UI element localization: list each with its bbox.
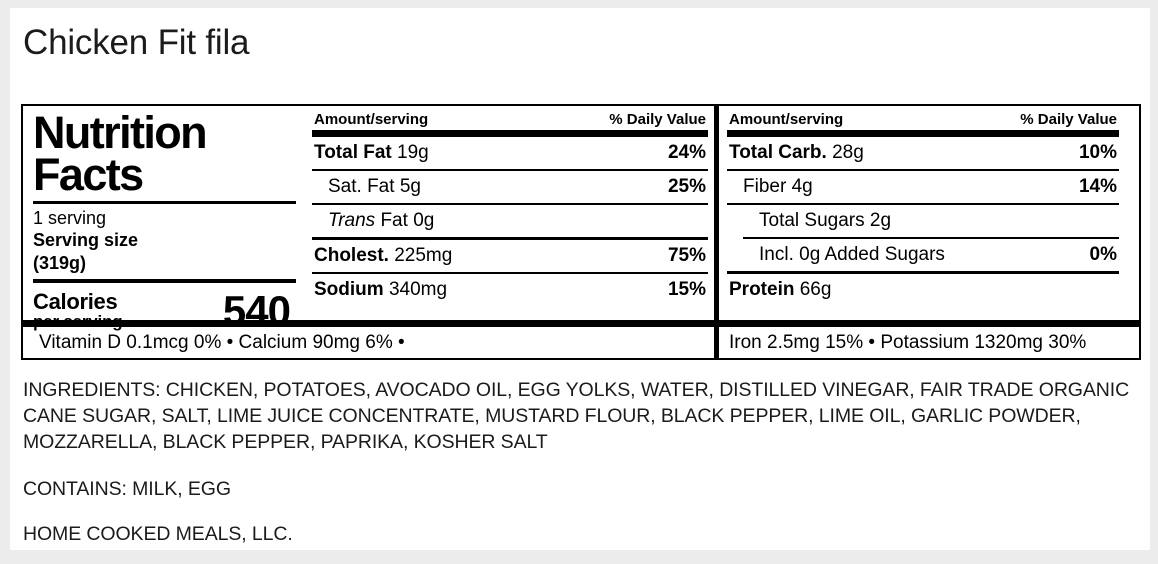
nutrients-middle-column: Amount/serving % Daily Value Total Fat 1… (306, 106, 714, 320)
daily-value-header: % Daily Value (609, 111, 706, 128)
label-text-block: INGREDIENTS: CHICKEN, POTATOES, AVOCADO … (23, 378, 1141, 546)
nutrient-name: Cholest. 225mg (314, 245, 453, 266)
divider-under-heading (33, 200, 296, 204)
label-card: Chicken Fit fila Nutrition Facts 1 servi… (10, 8, 1150, 550)
right-column-header: Amount/serving % Daily Value (727, 110, 1119, 130)
nutrient-name: Total Carb. 28g (729, 142, 864, 163)
nutrient-row-sodium: Sodium 340mg 15% (312, 274, 708, 306)
nutrient-name: Fiber 4g (743, 176, 813, 197)
right-header-rule (727, 130, 1119, 137)
nutrient-row-fiber: Fiber 4g 14% (727, 171, 1119, 205)
nutrient-name: Trans Fat 0g (328, 210, 435, 231)
amount-per-serving-header: Amount/serving (314, 111, 429, 128)
nutrient-row-total-sugars: Total Sugars 2g (743, 205, 1119, 239)
nutrient-daily-value: 10% (1078, 142, 1117, 163)
company-name: HOME COOKED MEALS, LLC. (23, 522, 293, 545)
servings-per-container: 1 serving (33, 207, 107, 228)
nutrient-row-saturated-fat: Sat. Fat 5g 25% (312, 171, 708, 205)
serving-information: 1 serving Serving size (319g) (33, 204, 296, 275)
page-title: Chicken Fit fila (23, 23, 250, 62)
micronutrients-left: Vitamin D 0.1mcg 0% • Calcium 90mg 6% • (39, 332, 405, 353)
nutrient-name: Protein 66g (729, 279, 832, 300)
nutrient-name: Incl. 0g Added Sugars (759, 244, 945, 265)
nutrient-row-protein: Protein 66g (727, 274, 1119, 306)
nutrient-name: Sodium 340mg (314, 279, 448, 300)
micronutrients-section: Vitamin D 0.1mcg 0% • Calcium 90mg 6% • … (23, 320, 1139, 358)
allergen-statement: CONTAINS: MILK, EGG (23, 477, 231, 500)
nutrient-daily-value: 25% (667, 176, 706, 197)
nutrient-row-cholesterol: Cholest. 225mg 75% (312, 240, 708, 274)
serving-size-value: (319g) (33, 253, 87, 274)
nutrition-upper-section: Nutrition Facts 1 serving Serving size (… (23, 106, 1139, 334)
nutrient-name: Total Sugars 2g (759, 210, 892, 231)
nutrient-daily-value: 24% (667, 142, 706, 163)
nutrition-facts-heading-line1: Nutrition (33, 107, 208, 158)
nutrition-summary-column: Nutrition Facts 1 serving Serving size (… (23, 106, 306, 334)
amount-per-serving-header: Amount/serving (729, 111, 844, 128)
micronutrients-right: Iron 2.5mg 15% • Potassium 1320mg 30% (714, 327, 1139, 358)
calories-label: Calories (33, 289, 118, 315)
nutrient-daily-value: 75% (667, 245, 706, 266)
ingredients-list: INGREDIENTS: CHICKEN, POTATOES, AVOCADO … (23, 379, 1130, 453)
nutrient-row-total-fat: Total Fat 19g 24% (312, 137, 708, 171)
nutrition-facts-heading-line2: Facts (33, 148, 144, 200)
serving-size-label: Serving size (33, 230, 139, 251)
nutrient-row-added-sugars: Incl. 0g Added Sugars 0% (727, 239, 1119, 274)
middle-header-rule (312, 130, 708, 137)
nutrient-daily-value: 14% (1078, 176, 1117, 197)
nutrient-daily-value: 0% (1089, 244, 1117, 265)
calories-row: Calories per serving 540 (33, 283, 296, 335)
nutrient-name: Sat. Fat 5g (328, 176, 421, 197)
middle-column-header: Amount/serving % Daily Value (312, 110, 708, 130)
divider-above-calories (33, 278, 296, 283)
nutrients-right-column: Amount/serving % Daily Value Total Carb.… (714, 106, 1127, 320)
nutrient-row-trans-fat: Trans Fat 0g (312, 205, 708, 240)
nutrient-name: Total Fat 19g (314, 142, 429, 163)
daily-value-header: % Daily Value (1020, 111, 1117, 128)
nutrient-row-total-carbohydrate: Total Carb. 28g 10% (727, 137, 1119, 171)
nutrition-facts-heading: Nutrition Facts (33, 107, 296, 200)
nutrient-daily-value: 15% (667, 279, 706, 300)
nutrition-facts-panel: Nutrition Facts 1 serving Serving size (… (21, 104, 1141, 360)
